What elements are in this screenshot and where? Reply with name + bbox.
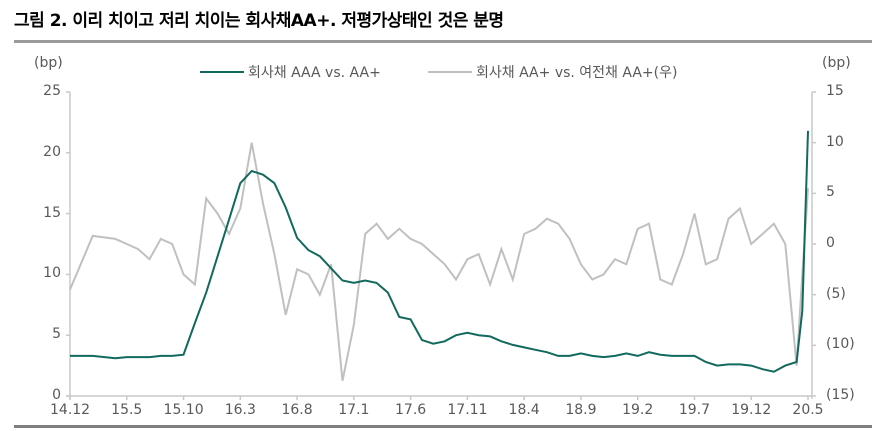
left-y-tick: 5 xyxy=(52,326,61,343)
left-y-tick: 0 xyxy=(52,387,61,403)
x-tick: 20.5 xyxy=(792,402,824,418)
right-y-tick: 15 xyxy=(826,83,844,99)
x-tick: 18.4 xyxy=(508,402,540,418)
legend-item-aaa-vs-aaplus: 회사채 AAA vs. AA+ xyxy=(200,60,381,84)
legend-swatch-gray xyxy=(428,70,472,74)
x-tick: 17.6 xyxy=(395,402,427,418)
legend-label: 회사채 AAA vs. AA+ xyxy=(248,65,381,81)
left-y-tick: 25 xyxy=(43,83,61,99)
x-tick: 17.11 xyxy=(447,402,488,418)
right-y-tick: (15) xyxy=(826,387,855,403)
x-tick: 15.10 xyxy=(163,402,204,418)
x-tick: 17.1 xyxy=(338,402,370,418)
chart-title: 그림 2. 이리 치이고 저리 치이는 회사채AA+. 저평가상태인 것은 분명 xyxy=(14,11,504,31)
left-y-tick: 20 xyxy=(43,143,61,160)
legend-swatch-teal xyxy=(200,70,244,74)
chart-axes xyxy=(66,91,816,400)
x-tick: 16.8 xyxy=(281,402,313,418)
right-y-tick: (5) xyxy=(826,285,846,302)
x-tick: 19.7 xyxy=(678,402,711,418)
right-y-tick: 0 xyxy=(826,235,835,251)
x-tick: 14.12 xyxy=(50,402,91,418)
title-divider xyxy=(14,40,872,43)
right-y-tick: (10) xyxy=(826,336,855,353)
x-tick: 15.5 xyxy=(111,402,143,418)
series-aaa-vs-aaplus-line xyxy=(70,130,809,373)
right-axis-unit: (bp) xyxy=(822,55,851,71)
right-y-tick: 5 xyxy=(826,184,835,201)
x-tick: 16.3 xyxy=(224,402,256,418)
x-tick: 19.12 xyxy=(731,402,772,418)
x-tick: 19.2 xyxy=(622,402,654,418)
left-axis-unit: (bp) xyxy=(34,55,63,71)
left-y-tick: 15 xyxy=(43,204,61,221)
series-aaplus-vs-card-line xyxy=(69,142,809,381)
bottom-divider xyxy=(14,425,872,428)
right-y-tick: 10 xyxy=(826,133,844,150)
legend-item-aaplus-vs-card: 회사채 AA+ vs. 여전채 AA+(우) xyxy=(428,60,677,84)
left-y-tick: 10 xyxy=(43,265,61,282)
legend-label: 회사채 AA+ vs. 여전채 AA+(우) xyxy=(476,65,678,81)
x-tick: 18.9 xyxy=(565,402,597,418)
